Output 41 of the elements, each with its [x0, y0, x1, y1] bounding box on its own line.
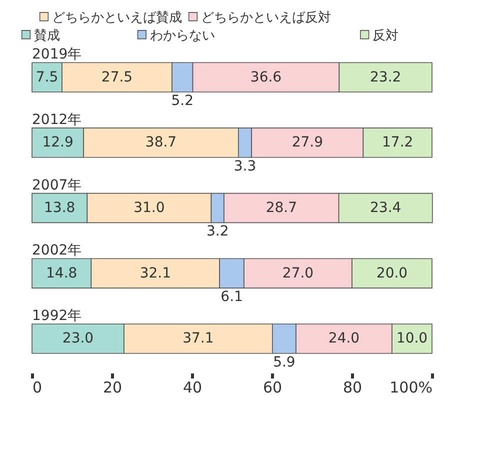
- data-label: 36.6: [250, 69, 282, 86]
- data-label: 28.7: [266, 200, 297, 216]
- legend-label: どちらかといえば反対: [201, 10, 331, 26]
- data-label: 13.8: [44, 200, 76, 216]
- data-label: 20.0: [376, 265, 408, 282]
- legend-label: わからない: [150, 28, 215, 44]
- data-label: 3.3: [234, 158, 256, 174]
- y-tick-label: 1992年: [32, 308, 82, 324]
- legend-label: 反対: [372, 28, 399, 44]
- legend-label: どちらかといえば賛成: [52, 10, 182, 26]
- legend-label: 賛成: [34, 28, 60, 44]
- data-label: 38.7: [145, 134, 177, 151]
- data-label: 6.1: [220, 289, 243, 306]
- data-label: 27.5: [101, 69, 133, 86]
- x-tick-label: 20: [102, 378, 122, 396]
- data-label: 23.2: [370, 69, 402, 86]
- data-label: 23.0: [62, 330, 94, 347]
- data-label: 32.1: [140, 265, 171, 282]
- x-tick-label: 100%: [390, 378, 432, 396]
- data-label: 27.0: [282, 265, 314, 282]
- y-tick-label: 2007年: [32, 177, 82, 194]
- x-tick-label: 80: [342, 378, 362, 396]
- x-tick-label: 0: [32, 378, 42, 396]
- data-label: 17.2: [382, 134, 414, 151]
- data-label: 3.2: [206, 224, 229, 240]
- x-tick-label: 60: [262, 378, 282, 396]
- data-label: 24.0: [328, 330, 360, 347]
- data-label: 5.9: [273, 354, 296, 370]
- data-label: 5.2: [171, 93, 194, 110]
- data-label: 14.8: [46, 265, 78, 282]
- x-tick-label: 40: [182, 378, 202, 396]
- y-tick-label: 2002年: [32, 242, 82, 259]
- y-tick-label: 2012年: [32, 112, 82, 128]
- data-label: 31.0: [134, 200, 165, 216]
- y-tick-label: 2019年: [32, 46, 82, 63]
- data-label: 10.0: [396, 330, 428, 347]
- data-label: 12.9: [42, 134, 74, 151]
- data-label: 23.4: [370, 200, 402, 216]
- data-label: 37.1: [182, 330, 214, 347]
- data-label: 7.5: [36, 69, 58, 86]
- data-label: 27.9: [292, 134, 323, 151]
